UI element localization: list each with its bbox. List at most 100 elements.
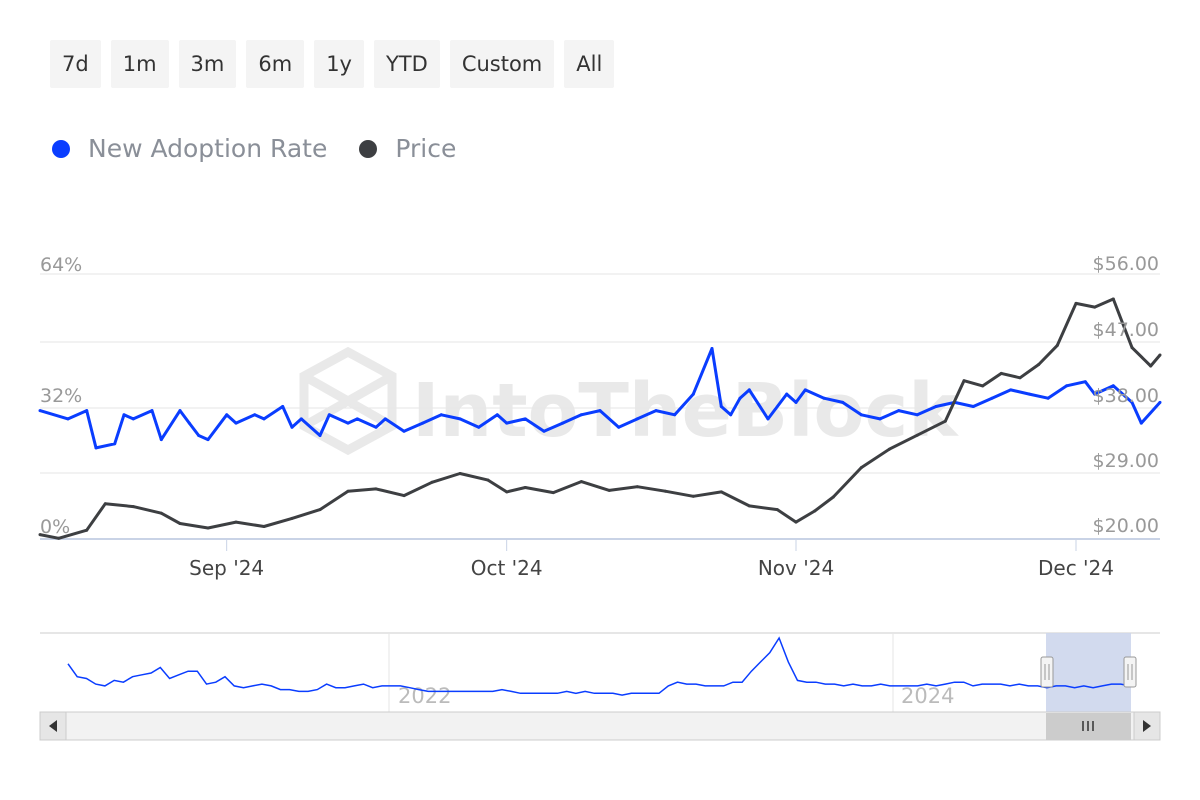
data-point: [355, 417, 359, 421]
data-point: [225, 413, 229, 417]
data-point: [971, 405, 975, 408]
gridlines: [40, 273, 1160, 474]
data-point: [486, 478, 490, 482]
data-point: [94, 446, 98, 450]
data-point: [1074, 301, 1078, 305]
data-point: [290, 425, 294, 429]
data-point: [38, 533, 42, 537]
y-left-tick-0: 0%: [40, 516, 70, 538]
navigator-handle-right[interactable]: [1123, 656, 1137, 688]
data-point: [607, 488, 611, 492]
data-point: [1111, 297, 1115, 301]
legend-item-price[interactable]: Price: [359, 134, 456, 163]
data-point: [187, 421, 191, 425]
y-right-tick-20: $20.00: [1093, 515, 1159, 537]
data-point: [1093, 392, 1097, 396]
data-point: [131, 417, 135, 421]
data-point: [813, 509, 817, 513]
navigator-line: [67, 636, 1131, 696]
legend-marker-price: [359, 139, 378, 158]
data-point: [981, 384, 985, 388]
data-point: [775, 508, 779, 512]
data-point: [346, 489, 350, 493]
data-point: [458, 472, 462, 475]
data-point: [253, 413, 257, 417]
series-line: [39, 297, 1162, 540]
data-point: [66, 417, 70, 421]
range-6m-button[interactable]: 6m: [246, 40, 305, 88]
data-point: [439, 413, 443, 417]
data-point: [635, 417, 639, 421]
range-1y-button[interactable]: 1y: [314, 40, 364, 88]
data-point: [281, 405, 285, 408]
navigator-handle-left[interactable]: [1040, 656, 1054, 688]
y-right-tick-47: $47.00: [1093, 319, 1159, 341]
data-point: [878, 417, 882, 421]
series-price: [38, 297, 1162, 540]
range-custom-button[interactable]: Custom: [449, 40, 555, 88]
data-point: [178, 409, 182, 413]
data-point: [523, 417, 527, 421]
range-ytd-button[interactable]: YTD: [373, 40, 440, 88]
data-point: [673, 413, 677, 417]
navigator-selection[interactable]: [1046, 633, 1131, 713]
data-point: [999, 371, 1003, 375]
data-point: [887, 447, 891, 451]
data-point: [327, 413, 331, 417]
data-point: [38, 409, 42, 413]
data-point: [1027, 392, 1031, 396]
range-all-button[interactable]: All: [564, 40, 615, 88]
data-point: [421, 421, 425, 425]
arrow-right-icon: [1143, 720, 1151, 732]
legend-label-price: Price: [395, 134, 457, 163]
data-point: [794, 520, 798, 524]
data-point: [990, 396, 994, 400]
data-point: [915, 433, 919, 437]
navigator-label-2022: 2022: [398, 684, 451, 708]
navigator: 2022 2024: [40, 632, 1160, 713]
data-point: [738, 396, 742, 400]
data-point: [719, 490, 723, 494]
data-point: [206, 438, 210, 442]
data-point: [561, 421, 565, 425]
series-line: [39, 347, 1162, 450]
data-point: [374, 425, 378, 429]
data-point: [197, 434, 201, 437]
data-point: [859, 413, 863, 417]
range-3m-button[interactable]: 3m: [178, 40, 237, 88]
legend-item-adoption[interactable]: New Adoption Rate: [52, 134, 327, 163]
range-1m-button[interactable]: 1m: [110, 40, 169, 88]
range-7d-button[interactable]: 7d: [50, 40, 101, 88]
data-point: [579, 480, 583, 484]
data-point: [178, 522, 182, 525]
navigator-series: [67, 636, 1131, 696]
y-left-tick-64: 64%: [40, 254, 82, 276]
navigator-label-2024: 2024: [901, 684, 954, 708]
data-point: [402, 494, 406, 498]
data-point: [794, 400, 798, 404]
data-point: [598, 409, 602, 413]
data-point: [318, 434, 322, 437]
data-point: [1046, 396, 1050, 400]
data-point: [430, 480, 434, 484]
y-right-tick-56: $56.00: [1093, 253, 1159, 275]
data-point: [635, 485, 639, 489]
data-point: [719, 405, 723, 408]
data-point: [1055, 343, 1059, 347]
arrow-left-icon: [49, 720, 57, 732]
data-point: [1139, 421, 1143, 425]
grip-icon: [1082, 721, 1094, 731]
data-point: [1149, 364, 1153, 368]
x-axis-ticks: Sep '24 Oct '24 Nov '24 Dec '24: [189, 539, 1114, 580]
data-point: [299, 417, 303, 421]
x-tick-label: Dec '24: [1038, 556, 1114, 580]
data-point: [495, 413, 499, 417]
y-left-tick-32: 32%: [40, 385, 82, 407]
data-point: [85, 528, 89, 532]
data-point: [1111, 384, 1115, 388]
data-point: [234, 421, 238, 425]
legend-marker-adoption: [52, 139, 70, 158]
legend-label-adoption: New Adoption Rate: [88, 134, 328, 163]
scrollbar-track[interactable]: [39, 711, 1161, 741]
